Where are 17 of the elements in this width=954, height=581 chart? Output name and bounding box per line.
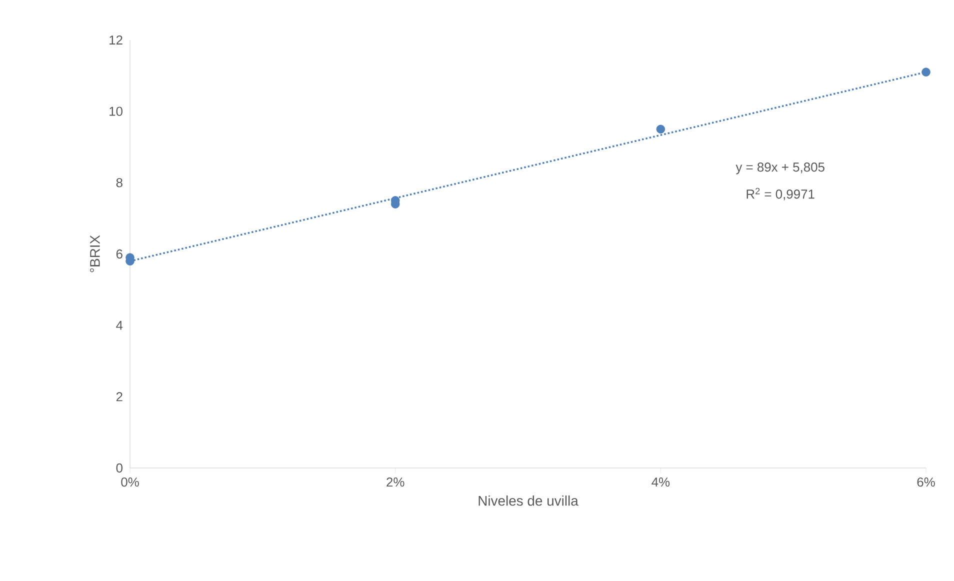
y-tick-label: 6	[116, 249, 122, 259]
y-tick-label: 2	[116, 392, 122, 402]
x-axis-title: Niveles de uvilla	[478, 496, 578, 506]
x-tick-label: 4%	[652, 478, 670, 487]
x-tick-label: 0%	[121, 478, 139, 487]
point	[656, 124, 666, 134]
point	[922, 68, 930, 76]
x-tick-label: 2%	[386, 478, 404, 487]
annotation: R$^{2}$ = 0,9971	[746, 188, 814, 200]
y-tick-label: 4	[116, 320, 123, 330]
y-axis-title: °BRIX	[90, 235, 100, 272]
x-tick-label: 6%	[917, 478, 935, 487]
y-tick-label: 0	[116, 463, 122, 473]
y-tick-label: 12	[110, 35, 122, 45]
y-tick-label: 10	[110, 106, 122, 116]
annotation: y = 89x + 5,805	[736, 162, 824, 174]
y-tick-label: 8	[116, 178, 122, 188]
